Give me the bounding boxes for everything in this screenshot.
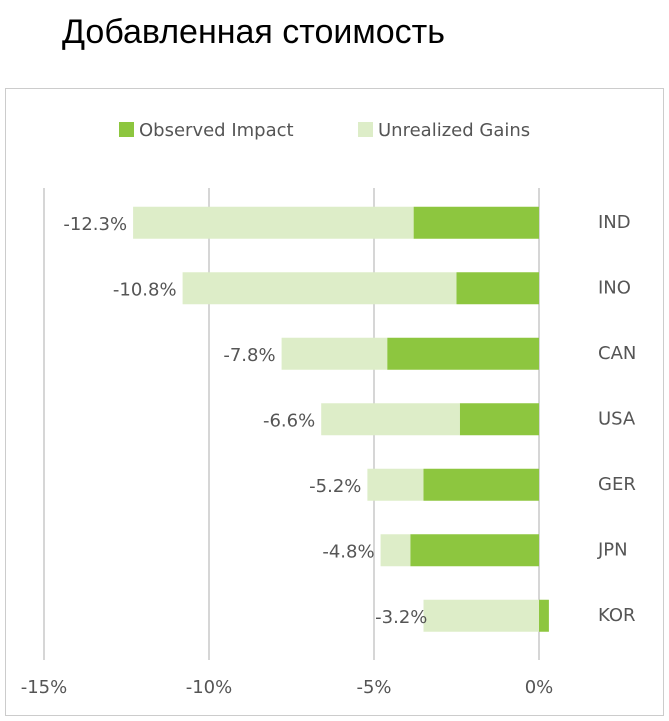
total-label: -7.8%	[223, 345, 275, 366]
bar-segment	[539, 599, 549, 632]
bar-segment	[413, 206, 539, 239]
chart-frame	[5, 88, 664, 716]
y-tick-label: CAN	[598, 343, 636, 364]
legend-label: Unrealized Gains	[378, 120, 530, 141]
bar-segment	[281, 337, 388, 370]
y-tick-label: JPN	[597, 539, 628, 560]
bar-segment	[459, 403, 539, 436]
x-tick-label: 0%	[525, 677, 554, 698]
bar-segment	[410, 534, 539, 567]
bar-segment	[133, 206, 414, 239]
x-tick-label: -5%	[356, 677, 391, 698]
legend-swatch	[358, 122, 373, 137]
bar-segment	[423, 599, 539, 632]
y-tick-label: USA	[598, 408, 636, 429]
total-label: -10.8%	[113, 279, 177, 300]
total-label: -4.8%	[322, 541, 374, 562]
x-tick-label: -15%	[21, 677, 68, 698]
legend-label: Observed Impact	[139, 120, 294, 141]
y-tick-label: KOR	[598, 605, 636, 626]
total-label: -5.2%	[309, 476, 361, 497]
chart-title: Добавленная стоимость	[62, 13, 445, 51]
total-label: -12.3%	[63, 214, 127, 235]
bar-segment	[456, 272, 539, 305]
y-tick-label: INO	[598, 277, 631, 298]
x-tick-label: -10%	[186, 677, 233, 698]
bar-segment	[367, 468, 424, 501]
bar-segment	[182, 272, 457, 305]
legend-swatch	[119, 122, 134, 137]
bar-segment	[423, 468, 539, 501]
y-tick-label: IND	[598, 212, 631, 233]
bar-segment	[380, 534, 411, 567]
y-tick-label: GER	[598, 474, 636, 495]
total-label: -3.2%	[375, 607, 427, 628]
total-label: -6.6%	[263, 410, 315, 431]
bar-segment	[387, 337, 539, 370]
bar-segment	[321, 403, 460, 436]
